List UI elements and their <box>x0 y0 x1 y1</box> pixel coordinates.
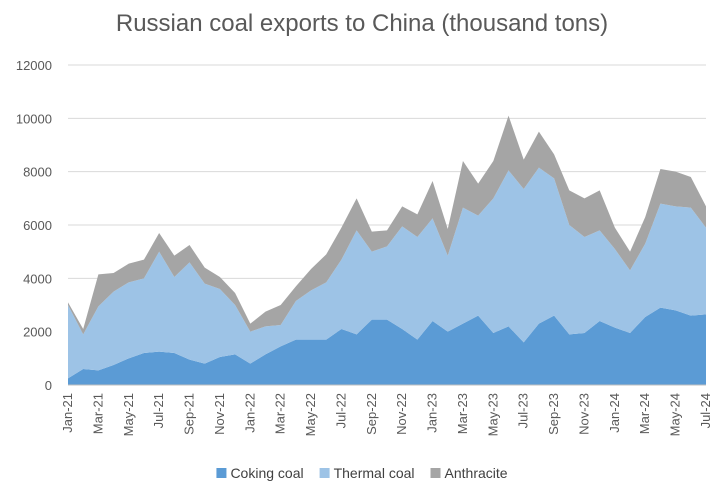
x-tick-label: Mar-22 <box>273 393 288 434</box>
x-tick-label: Jul-21 <box>151 393 166 428</box>
x-tick-label: May-22 <box>303 393 318 436</box>
x-tick-label: Jan-23 <box>425 393 440 433</box>
legend-swatch <box>216 468 227 478</box>
axes: 0 2000 4000 6000 8000 10000 12000 Jan-21 Mar-21 M… <box>16 58 713 436</box>
y-tick-label: 4000 <box>23 271 52 286</box>
y-tick-label: 2000 <box>23 325 52 340</box>
area-anthracite <box>68 115 706 335</box>
chart-title: Russian coal exports to China (thousand … <box>115 10 609 37</box>
area-thermal-coal <box>68 167 706 379</box>
legend-swatch <box>319 468 330 478</box>
legend-label: Anthracite <box>445 465 508 481</box>
legend-swatch <box>430 468 441 478</box>
y-tick-label: 8000 <box>23 165 52 180</box>
y-tick-label: 12000 <box>16 58 52 73</box>
y-tick-label: 10000 <box>16 111 52 126</box>
x-tick-label: Nov-23 <box>576 393 591 435</box>
x-tick-label: May-24 <box>668 393 683 436</box>
x-tick-label: Nov-22 <box>394 393 409 435</box>
x-tick-label: Mar-24 <box>637 393 652 434</box>
x-tick-label: May-21 <box>121 393 136 436</box>
x-tick-label: Jan-21 <box>60 393 75 433</box>
legend-label: Coking coal <box>230 465 303 481</box>
x-tick-label: Jul-23 <box>516 393 531 428</box>
series-areas <box>68 115 706 385</box>
legend: Coking coal Thermal coal Anthracite <box>216 465 508 481</box>
x-tick-label: Sep-22 <box>364 393 379 435</box>
x-tick-label: Jan-22 <box>242 393 257 433</box>
area-coking-coal <box>68 307 706 385</box>
x-tick-label: Mar-21 <box>90 393 105 434</box>
x-tick-label: Sep-23 <box>546 393 561 435</box>
x-tick-label: May-23 <box>485 393 500 436</box>
x-tick-label: Sep-21 <box>182 393 197 435</box>
y-tick-label: 0 <box>45 378 52 393</box>
legend-label: Thermal coal <box>334 465 415 481</box>
x-tick-label: Mar-23 <box>455 393 470 434</box>
x-tick-label: Jan-24 <box>607 393 622 433</box>
x-tick-label: Jul-24 <box>698 393 713 428</box>
x-tick-label: Jul-22 <box>333 393 348 428</box>
y-tick-label: 6000 <box>23 218 52 233</box>
x-tick-label: Nov-21 <box>212 393 227 435</box>
